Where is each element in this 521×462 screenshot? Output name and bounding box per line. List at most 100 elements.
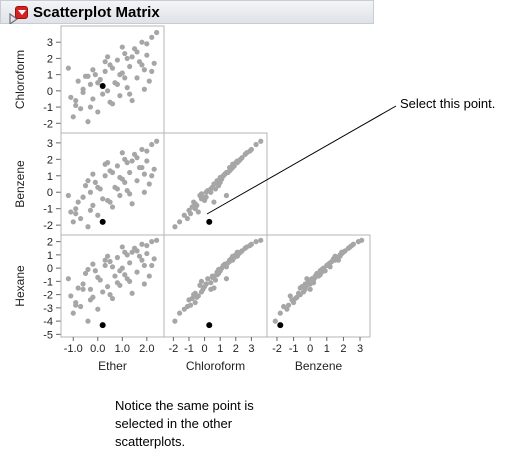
scatter-point[interactable]	[226, 164, 233, 171]
scatter-point[interactable]	[70, 114, 76, 120]
scatter-point[interactable]	[122, 50, 128, 57]
scatter-point[interactable]	[146, 181, 152, 187]
scatter-point[interactable]	[122, 75, 128, 81]
scatter-point[interactable]	[117, 72, 123, 78]
scatter-point[interactable]	[102, 173, 108, 179]
scatter-point[interactable]	[109, 295, 116, 302]
scatter-point[interactable]	[217, 268, 223, 274]
scatter-point[interactable]	[258, 237, 264, 243]
scatter-point[interactable]	[95, 80, 101, 86]
scatter-point[interactable]	[102, 257, 108, 263]
scatter-point[interactable]	[197, 282, 203, 288]
scatter-point[interactable]	[258, 138, 264, 144]
scatter-point[interactable]	[65, 276, 71, 282]
scatter-point[interactable]	[87, 104, 94, 110]
scatter-point[interactable]	[114, 254, 121, 261]
scatter-point[interactable]	[139, 164, 145, 171]
scatter-point[interactable]	[144, 41, 150, 47]
scatter-point[interactable]	[92, 268, 98, 274]
scatter-point[interactable]	[223, 192, 230, 199]
scatter-point[interactable]	[109, 204, 116, 210]
scatter-point[interactable]	[239, 248, 245, 254]
scatter-point[interactable]	[109, 264, 116, 270]
scatter-point[interactable]	[73, 102, 79, 109]
scatter-point[interactable]	[124, 85, 130, 91]
scatter-point[interactable]	[114, 186, 121, 192]
scatter-point[interactable]	[73, 302, 79, 308]
scatter-point[interactable]	[141, 281, 147, 287]
scatter-point[interactable]	[92, 72, 98, 78]
scatter-point[interactable]	[234, 249, 240, 255]
scatter-point[interactable]	[198, 278, 205, 284]
scatter-point[interactable]	[186, 207, 192, 213]
scatter-point[interactable]	[95, 212, 101, 218]
scatter-point[interactable]	[119, 44, 125, 50]
scatter-point[interactable]	[149, 173, 155, 179]
scatter-point[interactable]	[75, 199, 81, 205]
scatter-point[interactable]	[95, 274, 101, 280]
scatter-point[interactable]	[109, 65, 116, 71]
scatter-point[interactable]	[90, 96, 96, 102]
scatter-point[interactable]	[220, 262, 226, 269]
scatter-point[interactable]	[312, 274, 318, 280]
scatter-point[interactable]	[223, 276, 230, 282]
selected-point[interactable]	[277, 322, 284, 329]
scatter-point[interactable]	[144, 148, 150, 154]
scatter-point[interactable]	[208, 280, 214, 286]
scatter-point[interactable]	[107, 258, 113, 265]
scatter-point[interactable]	[253, 239, 259, 245]
scatter-point[interactable]	[114, 163, 121, 169]
scatter-point[interactable]	[73, 211, 79, 217]
scatter-point[interactable]	[114, 81, 121, 87]
scatter-point[interactable]	[102, 59, 108, 65]
scatter-point[interactable]	[122, 179, 128, 185]
scatter-point[interactable]	[151, 166, 157, 172]
scatter-point[interactable]	[127, 191, 133, 197]
scatter-point[interactable]	[302, 286, 308, 292]
scatter-point[interactable]	[141, 262, 147, 269]
scatter-point[interactable]	[149, 262, 155, 269]
scatter-point[interactable]	[214, 179, 220, 185]
scatter-point[interactable]	[102, 68, 108, 74]
scatter-point[interactable]	[100, 289, 106, 295]
scatter-point[interactable]	[90, 202, 96, 208]
scatter-point[interactable]	[107, 199, 113, 205]
scatter-point[interactable]	[247, 148, 253, 154]
scatter-point[interactable]	[85, 266, 91, 273]
scatter-point[interactable]	[82, 270, 89, 277]
scatter-point[interactable]	[144, 250, 150, 257]
scatter-point[interactable]	[129, 249, 135, 255]
scatter-point[interactable]	[203, 281, 209, 287]
scatter-point[interactable]	[184, 215, 191, 222]
scatter-point[interactable]	[141, 86, 147, 92]
scatter-point[interactable]	[75, 78, 81, 84]
scatter-point[interactable]	[134, 155, 140, 161]
scatter-point[interactable]	[172, 224, 178, 230]
scatter-point[interactable]	[85, 73, 91, 79]
scatter-point[interactable]	[129, 97, 135, 104]
scatter-point[interactable]	[187, 302, 194, 308]
scatter-point[interactable]	[80, 194, 86, 200]
scatter-point[interactable]	[214, 272, 220, 278]
scatter-point[interactable]	[129, 54, 135, 60]
scatter-point[interactable]	[68, 94, 74, 100]
scatter-point[interactable]	[134, 248, 140, 254]
scatter-point[interactable]	[117, 192, 123, 199]
scatter-point[interactable]	[117, 268, 123, 274]
scatter-point[interactable]	[154, 138, 160, 144]
scatter-point[interactable]	[307, 286, 313, 292]
scatter-point[interactable]	[284, 306, 290, 312]
scatter-point[interactable]	[78, 215, 84, 222]
scatter-point[interactable]	[119, 244, 125, 250]
scatter-point[interactable]	[124, 160, 130, 166]
selected-point[interactable]	[99, 322, 106, 329]
scatter-point[interactable]	[95, 306, 101, 312]
selected-point[interactable]	[206, 218, 213, 225]
scatter-point[interactable]	[191, 199, 197, 205]
scatter-point[interactable]	[107, 99, 113, 105]
selected-point[interactable]	[99, 218, 106, 225]
scatter-point[interactable]	[127, 169, 133, 176]
scatter-point[interactable]	[139, 241, 145, 247]
scatter-point[interactable]	[144, 242, 150, 249]
scatter-point[interactable]	[104, 88, 111, 94]
